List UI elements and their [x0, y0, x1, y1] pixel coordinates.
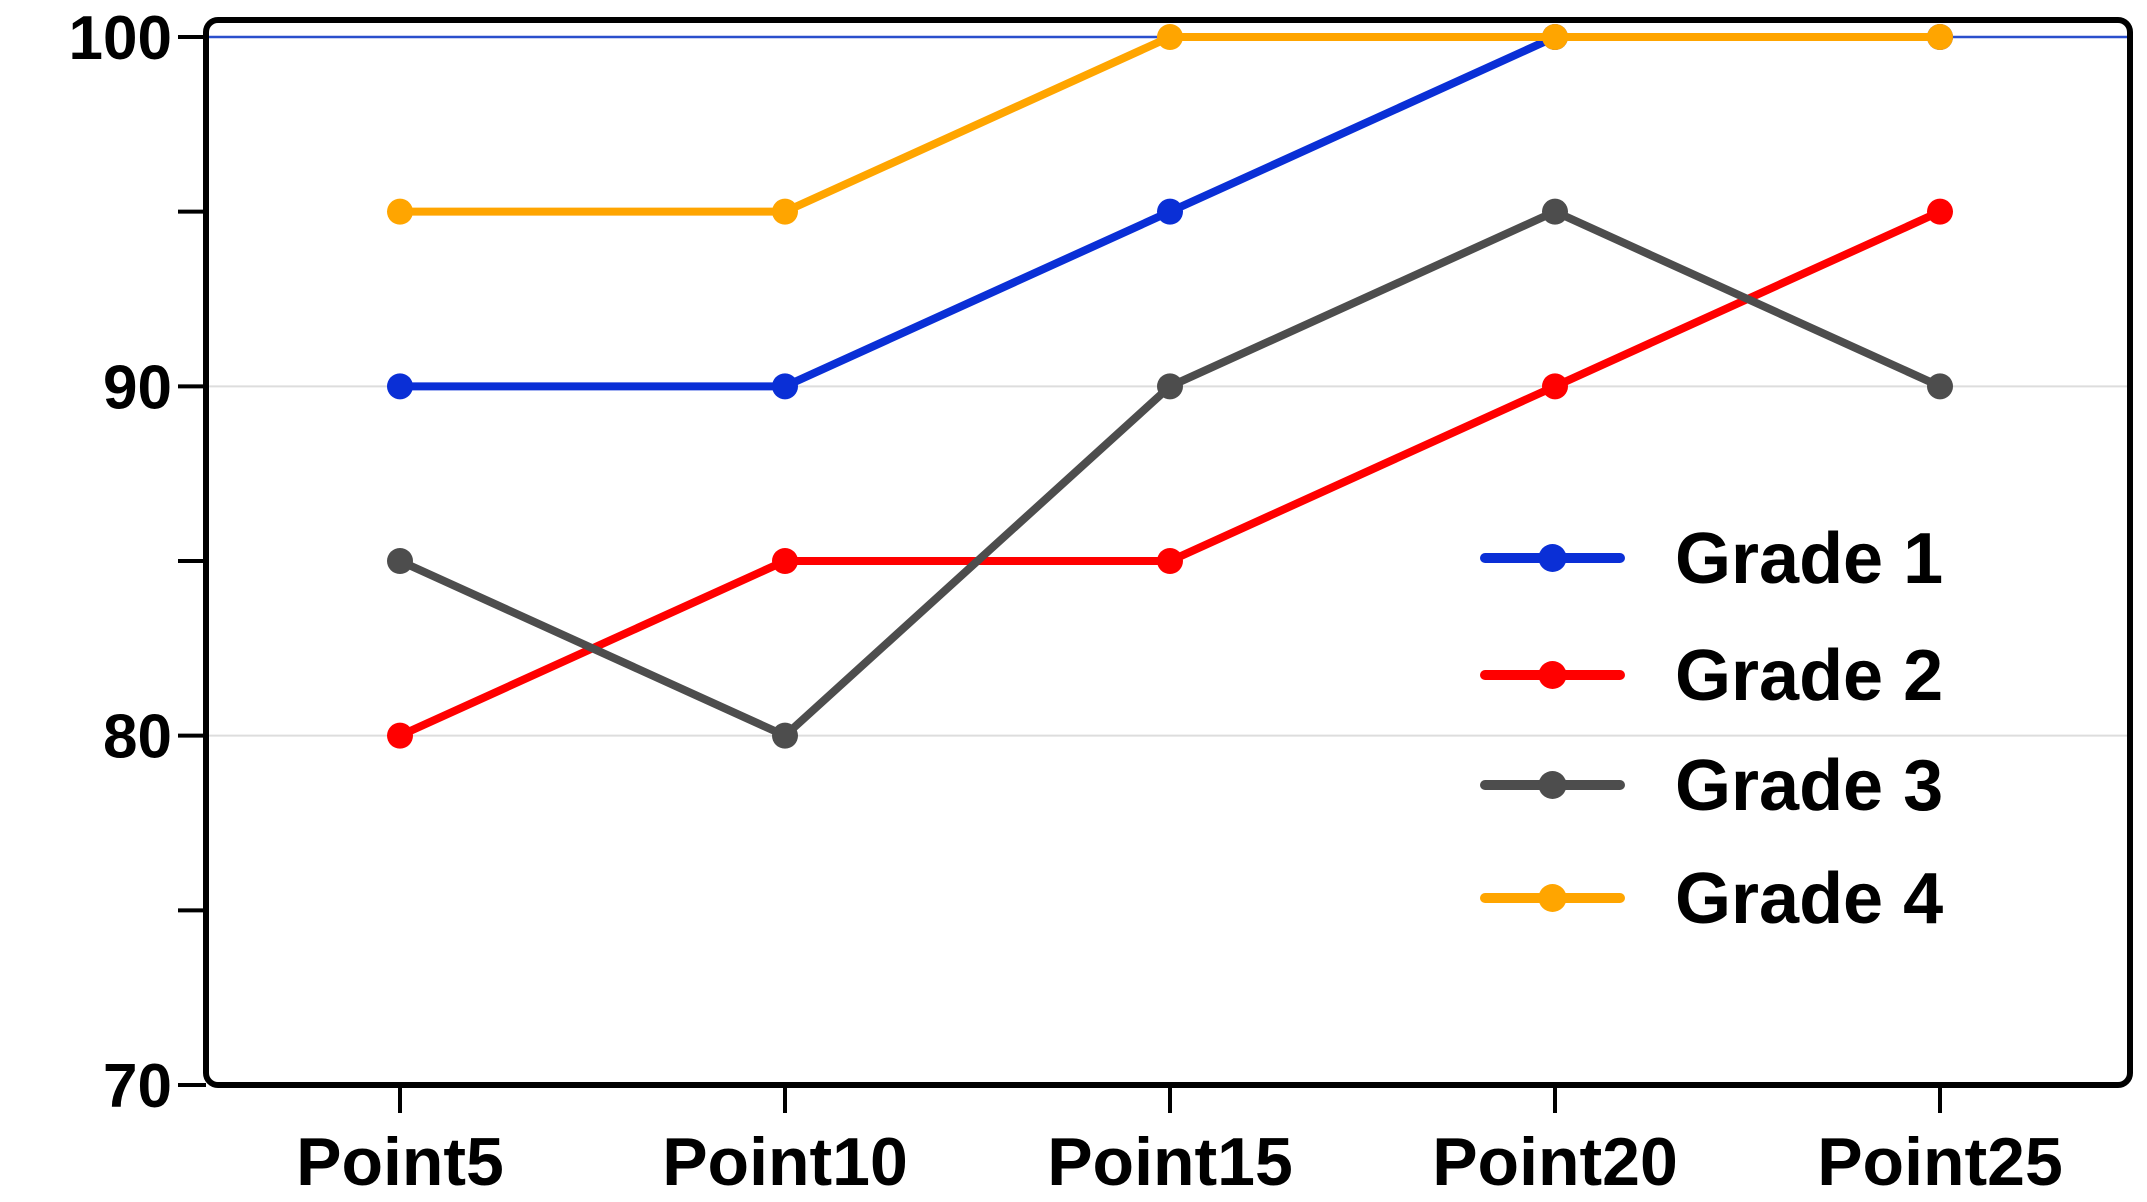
legend-label: Grade 2 [1675, 636, 1943, 716]
series-3 [387, 198, 1953, 749]
legend-item-2: Grade 2 [1480, 636, 1943, 716]
legend-swatch-marker [1538, 884, 1567, 912]
axes: 70 80 90 100 Point5 Point10 Point15 Point20 Poin… [69, 4, 2063, 1200]
data-point-2-Point20 [1542, 373, 1568, 400]
data-point-3-Point20 [1542, 198, 1568, 225]
legend-swatch-marker [1538, 661, 1567, 689]
series-2 [387, 198, 1953, 749]
data-point-2-Point5 [387, 722, 413, 749]
legend-label: Grade 3 [1675, 746, 1943, 826]
data-point-2-Point25 [1927, 198, 1953, 225]
series-lines [387, 24, 1953, 749]
legend-label: Grade 1 [1675, 519, 1943, 599]
legend-item-3: Grade 3 [1480, 746, 1943, 826]
x-tick-label-Point15: Point15 [1047, 1124, 1293, 1200]
legend: Grade 1 Grade 2 Grade 3 Grade 4 [1480, 519, 1943, 939]
data-point-1-Point10 [772, 373, 798, 400]
x-tick-label-Point10: Point10 [662, 1124, 908, 1200]
y-tick-label-70: 70 [103, 1052, 172, 1121]
series-4 [387, 24, 1953, 225]
series-line-4 [396, 33, 1944, 216]
data-point-4-Point20 [1542, 24, 1568, 50]
data-point-1-Point5 [387, 373, 413, 400]
data-point-1-Point15 [1157, 198, 1183, 225]
data-point-4-Point15 [1157, 24, 1183, 50]
legend-item-4: Grade 4 [1480, 859, 1943, 939]
x-tick-label-Point5: Point5 [296, 1124, 504, 1200]
data-point-3-Point10 [772, 722, 798, 749]
data-point-3-Point25 [1927, 373, 1953, 400]
data-point-2-Point10 [772, 548, 798, 574]
data-point-3-Point5 [387, 548, 413, 574]
y-tick-label-90: 90 [103, 353, 172, 422]
x-tick-label-Point20: Point20 [1432, 1124, 1678, 1200]
y-tick-label-100: 100 [69, 4, 172, 73]
data-point-4-Point10 [772, 198, 798, 225]
legend-swatch-marker [1538, 544, 1567, 572]
data-point-4-Point25 [1927, 24, 1953, 50]
legend-item-1: Grade 1 [1480, 519, 1943, 599]
y-tick-label-80: 80 [103, 703, 172, 772]
legend-swatch-marker [1538, 771, 1567, 799]
data-point-2-Point15 [1157, 548, 1183, 574]
legend-label: Grade 4 [1675, 859, 1943, 939]
data-point-4-Point5 [387, 198, 413, 225]
data-point-3-Point15 [1157, 373, 1183, 400]
x-tick-label-Point25: Point25 [1817, 1124, 2063, 1200]
